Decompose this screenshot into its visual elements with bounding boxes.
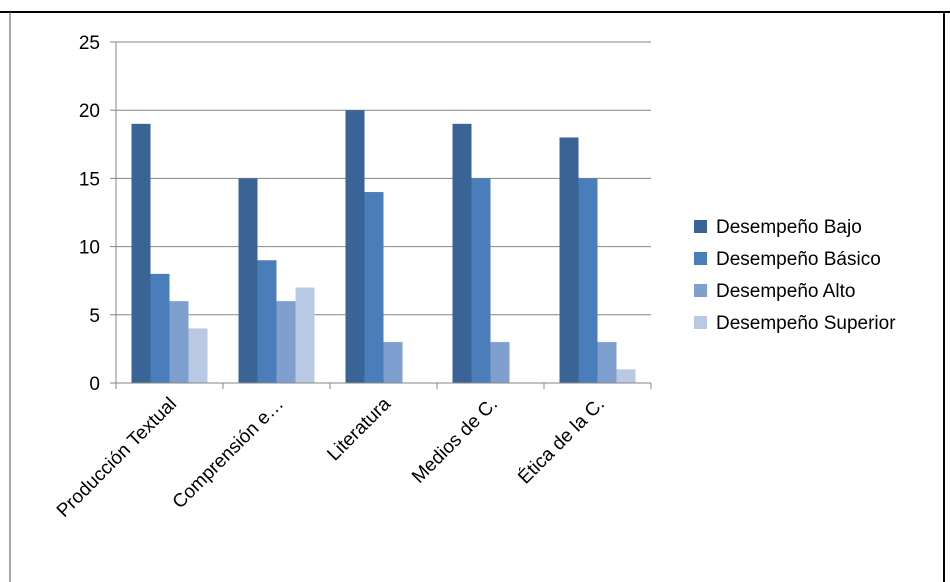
bar-0-1 <box>150 273 170 383</box>
bars <box>131 110 636 383</box>
bar-0-0 <box>131 123 151 383</box>
legend-label-0: Desempeño Bajo <box>716 217 862 238</box>
x-tick-label-3: Medios de C. <box>408 394 502 488</box>
bar-3-2 <box>490 342 510 383</box>
bar-2-2 <box>383 342 403 383</box>
bar-4-3 <box>616 369 636 383</box>
legend-swatch-1 <box>694 252 707 265</box>
bar-0-2 <box>169 301 189 383</box>
bar-4-0 <box>559 137 579 383</box>
legend-label-3: Desempeño Superior <box>716 313 896 334</box>
axes <box>110 41 652 389</box>
legend-swatch-3 <box>694 316 707 329</box>
bar-3-1 <box>471 178 491 383</box>
bar-1-3 <box>295 287 315 383</box>
bar-1-1 <box>257 260 277 383</box>
legend-swatch-0 <box>694 220 707 233</box>
y-tick-label-5: 5 <box>89 306 100 327</box>
legend: Desempeño Bajo Desempeño Básico Desempeño … <box>694 217 896 334</box>
bar-1-2 <box>276 301 296 383</box>
bar-4-1 <box>578 178 598 383</box>
bar-0-3 <box>188 328 208 383</box>
bar-3-0 <box>452 123 472 383</box>
x-tick-label-2: Literatura <box>323 393 395 465</box>
legend-swatch-2 <box>694 284 707 297</box>
y-tick-label-10: 10 <box>79 238 100 259</box>
bar-2-0 <box>345 110 365 383</box>
bar-4-2 <box>597 342 617 383</box>
y-tick-label-25: 25 <box>79 33 100 54</box>
x-tick-label-0: Producción Textual <box>53 394 181 522</box>
legend-label-2: Desempeño Alto <box>716 281 855 302</box>
y-tick-label-0: 0 <box>89 374 100 395</box>
y-tick-labels: 0 5 10 15 20 25 <box>79 33 100 395</box>
y-tick-label-20: 20 <box>79 101 100 122</box>
y-tick-label-15: 15 <box>79 169 100 190</box>
bar-1-0 <box>238 178 258 383</box>
bar-2-1 <box>364 192 384 383</box>
x-tick-label-1: Comprensión e… <box>169 394 288 513</box>
x-tick-label-4: Ética de la C. <box>514 394 609 489</box>
legend-label-1: Desempeño Básico <box>716 249 881 270</box>
